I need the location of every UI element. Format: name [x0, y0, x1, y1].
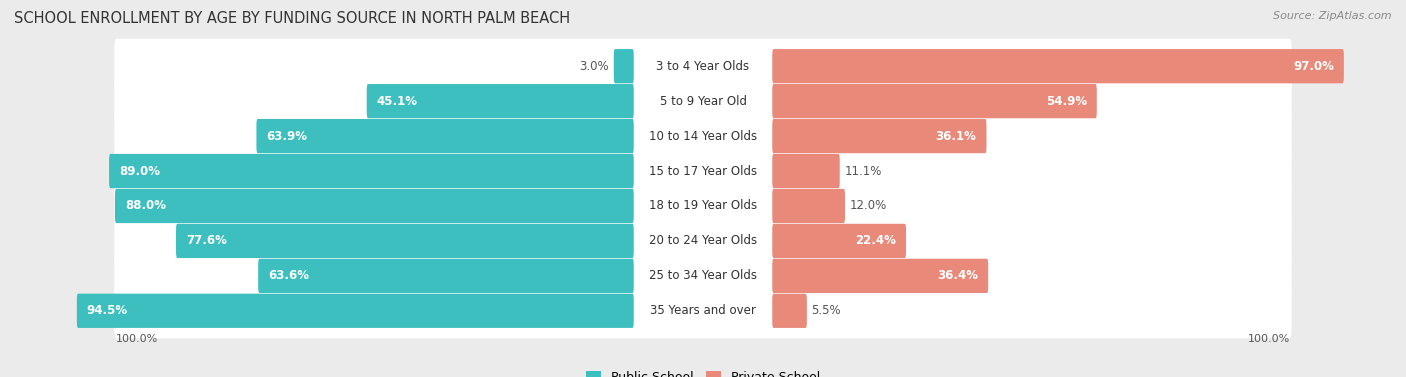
FancyBboxPatch shape: [772, 119, 987, 153]
FancyBboxPatch shape: [367, 84, 634, 118]
Text: 45.1%: 45.1%: [377, 95, 418, 108]
Text: 77.6%: 77.6%: [186, 234, 226, 247]
FancyBboxPatch shape: [114, 248, 1292, 303]
FancyBboxPatch shape: [772, 84, 1097, 118]
Text: 88.0%: 88.0%: [125, 199, 166, 213]
Legend: Public School, Private School: Public School, Private School: [581, 366, 825, 377]
Text: 54.9%: 54.9%: [1046, 95, 1087, 108]
FancyBboxPatch shape: [77, 294, 634, 328]
Text: Source: ZipAtlas.com: Source: ZipAtlas.com: [1274, 11, 1392, 21]
Text: 22.4%: 22.4%: [855, 234, 896, 247]
Text: 5 to 9 Year Old: 5 to 9 Year Old: [659, 95, 747, 108]
FancyBboxPatch shape: [115, 189, 634, 223]
FancyBboxPatch shape: [114, 143, 1292, 199]
Text: 5.5%: 5.5%: [811, 304, 841, 317]
Text: 18 to 19 Year Olds: 18 to 19 Year Olds: [650, 199, 756, 213]
Text: 3.0%: 3.0%: [579, 60, 609, 73]
Text: 10 to 14 Year Olds: 10 to 14 Year Olds: [650, 130, 756, 143]
FancyBboxPatch shape: [259, 259, 634, 293]
FancyBboxPatch shape: [114, 178, 1292, 234]
Text: 94.5%: 94.5%: [87, 304, 128, 317]
Text: 63.6%: 63.6%: [269, 269, 309, 282]
FancyBboxPatch shape: [110, 154, 634, 188]
Text: 12.0%: 12.0%: [849, 199, 887, 213]
FancyBboxPatch shape: [256, 119, 634, 153]
Text: 100.0%: 100.0%: [1247, 334, 1289, 343]
Text: 25 to 34 Year Olds: 25 to 34 Year Olds: [650, 269, 756, 282]
Text: 3 to 4 Year Olds: 3 to 4 Year Olds: [657, 60, 749, 73]
Text: 15 to 17 Year Olds: 15 to 17 Year Olds: [650, 164, 756, 178]
Text: 11.1%: 11.1%: [845, 164, 882, 178]
Text: 20 to 24 Year Olds: 20 to 24 Year Olds: [650, 234, 756, 247]
Text: SCHOOL ENROLLMENT BY AGE BY FUNDING SOURCE IN NORTH PALM BEACH: SCHOOL ENROLLMENT BY AGE BY FUNDING SOUR…: [14, 11, 571, 26]
FancyBboxPatch shape: [772, 259, 988, 293]
FancyBboxPatch shape: [772, 189, 845, 223]
Text: 63.9%: 63.9%: [266, 130, 308, 143]
Text: 100.0%: 100.0%: [117, 334, 159, 343]
FancyBboxPatch shape: [772, 154, 839, 188]
Text: 35 Years and over: 35 Years and over: [650, 304, 756, 317]
FancyBboxPatch shape: [114, 74, 1292, 129]
FancyBboxPatch shape: [114, 213, 1292, 268]
Text: 36.4%: 36.4%: [938, 269, 979, 282]
FancyBboxPatch shape: [176, 224, 634, 258]
Text: 36.1%: 36.1%: [935, 130, 977, 143]
FancyBboxPatch shape: [772, 49, 1344, 83]
FancyBboxPatch shape: [772, 294, 807, 328]
Text: 89.0%: 89.0%: [120, 164, 160, 178]
FancyBboxPatch shape: [614, 49, 634, 83]
FancyBboxPatch shape: [114, 283, 1292, 339]
FancyBboxPatch shape: [114, 109, 1292, 164]
Text: 97.0%: 97.0%: [1294, 60, 1334, 73]
FancyBboxPatch shape: [772, 224, 905, 258]
FancyBboxPatch shape: [114, 38, 1292, 94]
